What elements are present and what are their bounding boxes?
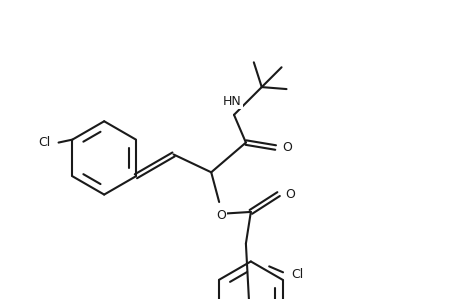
Text: Cl: Cl — [38, 136, 50, 149]
Text: Cl: Cl — [291, 268, 302, 281]
Text: HN: HN — [222, 95, 241, 108]
Text: O: O — [285, 188, 295, 201]
Text: O: O — [216, 209, 225, 222]
Text: O: O — [282, 141, 292, 154]
